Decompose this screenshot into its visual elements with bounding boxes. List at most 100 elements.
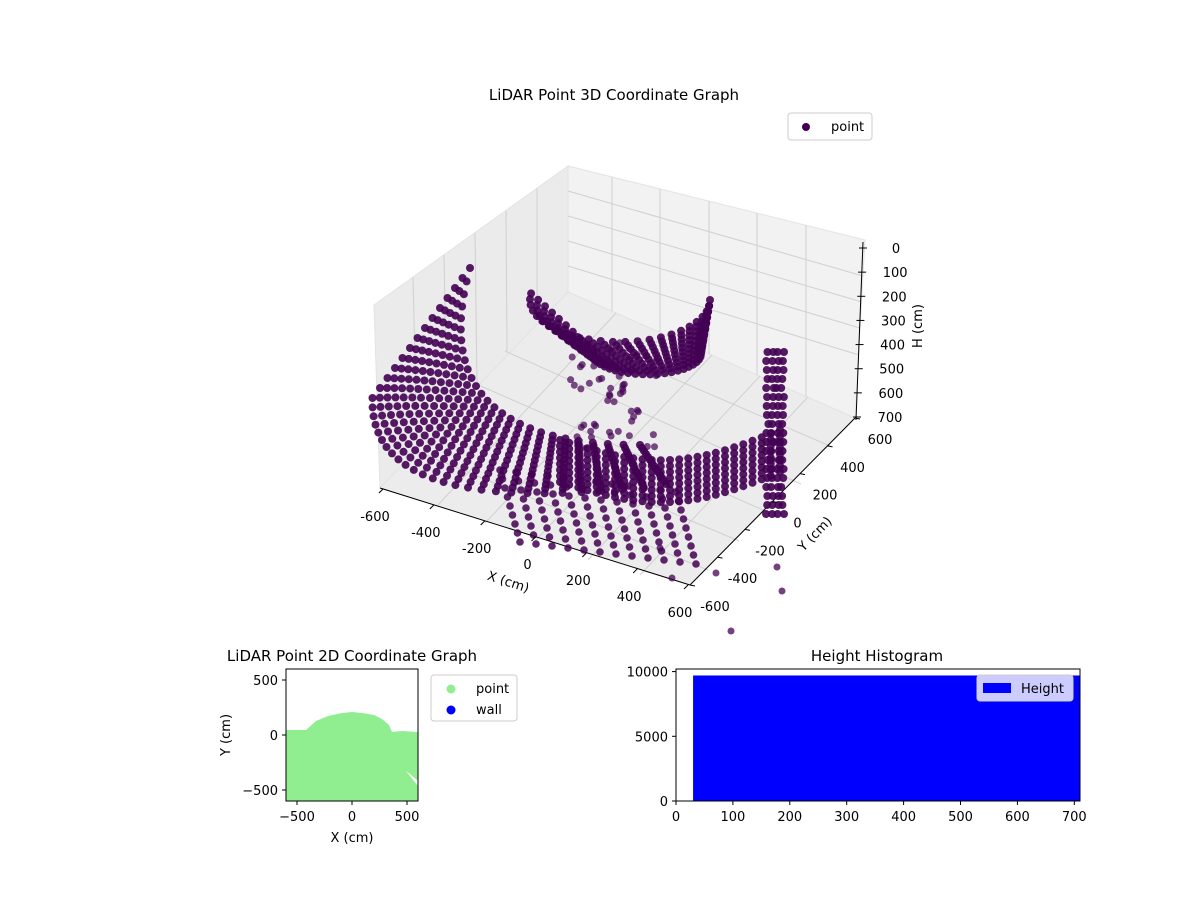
- scatter-point: [592, 470, 601, 479]
- scatter-point: [777, 384, 786, 392]
- scatter-point: [699, 338, 707, 346]
- scatter-point: [590, 420, 598, 428]
- scatter-point: [666, 498, 674, 506]
- scatter-point: [404, 425, 413, 434]
- scatter-point: [633, 406, 641, 414]
- legend-histogram-swatch: [983, 683, 1011, 693]
- scatter-point: [666, 468, 674, 476]
- scatter-point: [397, 364, 406, 373]
- scatter-point: [748, 466, 757, 475]
- scatter-point: [503, 493, 512, 501]
- scatter-point: [477, 485, 486, 494]
- scatter-point: [666, 462, 674, 470]
- scatter-point: [565, 444, 574, 453]
- x-2d-tick-label: 500: [395, 810, 420, 825]
- scatter-point: [458, 346, 467, 355]
- scatter-point: [627, 353, 634, 361]
- scatter-point: [560, 474, 568, 482]
- scatter-point: [607, 532, 615, 540]
- x-axis-2d-label: X (cm): [331, 831, 374, 846]
- scatter-point: [697, 350, 705, 358]
- scatter-point: [583, 480, 592, 489]
- scatter-point: [619, 388, 627, 396]
- z-axis-3d-label: H (cm): [911, 304, 926, 348]
- scatter-point: [460, 463, 469, 472]
- scatter-point: [416, 438, 424, 447]
- scatter-point: [561, 535, 570, 543]
- scatter-point: [773, 438, 782, 446]
- scatter-point: [491, 487, 500, 496]
- scatter-point: [721, 476, 729, 485]
- x-3d-tick-label: 0: [523, 558, 531, 573]
- scatter-point: [425, 358, 434, 367]
- scatter-point: [701, 326, 709, 334]
- scatter-point: [730, 461, 739, 470]
- scatter-point: [601, 449, 610, 458]
- scatter-point: [425, 424, 434, 433]
- scatter-point: [656, 480, 665, 489]
- scatter-point: [411, 446, 420, 455]
- scatter-point: [544, 472, 552, 480]
- scatter-point: [638, 370, 647, 379]
- scatter-point: [443, 294, 452, 302]
- scatter-point: [420, 431, 429, 440]
- x-histogram-tick-label: 400: [891, 810, 916, 825]
- scatter-point: [394, 426, 402, 435]
- scatter-point: [762, 366, 771, 374]
- scatter-point: [703, 314, 711, 322]
- scatter-point: [711, 466, 720, 475]
- scatter-point: [420, 376, 429, 385]
- scatter-point: [564, 544, 572, 552]
- frame-histogram: [675, 668, 1081, 802]
- scatter-point: [629, 454, 638, 463]
- scatter-point: [556, 460, 564, 468]
- scatter-point: [549, 490, 557, 498]
- scatter-point: [414, 385, 423, 393]
- scatter-point: [517, 486, 525, 494]
- scatter-point: [636, 527, 645, 535]
- scatter-point: [779, 366, 788, 374]
- scatter-point: [382, 443, 391, 451]
- scatter-point: [546, 481, 555, 489]
- scatter-point: [556, 436, 564, 444]
- scatter-point: [472, 382, 480, 391]
- x-3d-tick-label: 400: [617, 590, 642, 605]
- scatter-point: [404, 440, 413, 449]
- scatter-point: [456, 325, 465, 334]
- x-3d-tick-label: 600: [668, 606, 693, 621]
- scatter-point: [638, 461, 647, 470]
- scatter-point: [721, 446, 729, 455]
- scatter-point: [601, 461, 610, 470]
- scatter-point: [780, 348, 788, 356]
- scatter-point: [762, 438, 771, 446]
- scatter-point: [401, 460, 410, 469]
- scatter-point: [629, 466, 638, 475]
- scatter-point: [580, 546, 588, 554]
- scatter-point: [576, 476, 584, 484]
- scatter-point: [684, 478, 693, 487]
- scatter-point: [568, 353, 576, 361]
- scatter-point: [380, 419, 389, 428]
- scatter-point: [431, 338, 440, 347]
- scatter-point: [620, 452, 629, 461]
- scatter-point: [702, 320, 710, 328]
- scatter-point: [711, 472, 720, 481]
- scatter-point: [398, 433, 407, 442]
- scatter-point: [466, 428, 475, 436]
- scatter-point: [633, 351, 641, 358]
- scatter-point: [404, 354, 413, 363]
- scatter-point: [763, 393, 772, 401]
- scatter-point: [376, 384, 384, 392]
- legend-3d-point-label: point: [831, 120, 864, 135]
- scatter-point: [463, 395, 472, 404]
- scatter-point: [638, 473, 647, 482]
- scatter-point: [620, 494, 629, 503]
- scatter-point: [393, 441, 402, 450]
- scatter-point: [574, 441, 583, 450]
- scatter-point: [779, 393, 788, 401]
- scatter-point: [411, 366, 420, 375]
- scatter-point: [438, 329, 447, 338]
- scatter-point: [423, 444, 432, 453]
- scatter-point: [700, 332, 708, 340]
- scatter-point: [666, 486, 674, 494]
